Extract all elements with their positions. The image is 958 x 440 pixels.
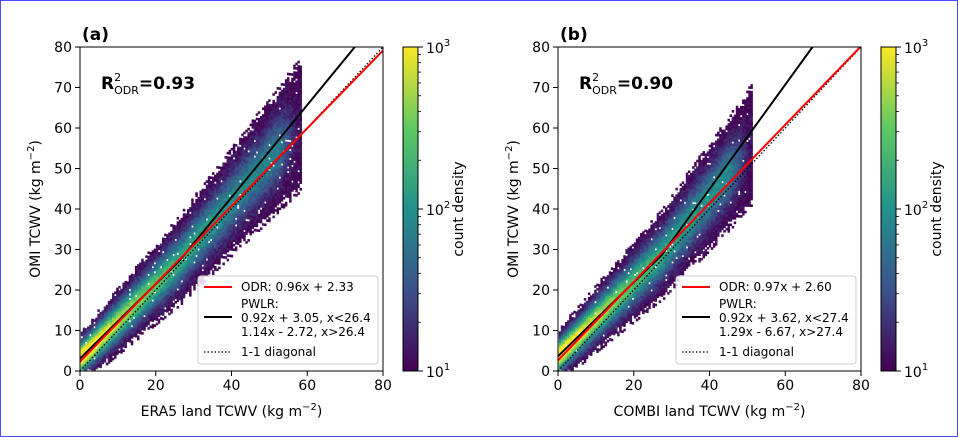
colorbar-tick-label: 102 [426, 200, 450, 219]
colorbar-tick-label: 101 [426, 362, 450, 381]
x-tick-label: 60 [776, 378, 794, 394]
colorbar-tick-label: 102 [904, 200, 928, 219]
colorbar-label: count density [451, 161, 467, 256]
colorbar-gradient [881, 47, 896, 371]
legend-pwlr-line2: 1.14x - 2.72, x>26.4 [241, 325, 365, 339]
panel-label: (a) [82, 25, 109, 45]
colorbar-label: count density [929, 161, 945, 256]
legend: ODR: 0.97x + 2.60 PWLR:0.92x + 3.62, x<27… [676, 276, 856, 364]
x-tick-label: 40 [223, 378, 241, 394]
x-tick-label: 0 [554, 378, 563, 394]
colorbar: 103 102 101 count density [403, 38, 467, 381]
y-tick-label: 0 [541, 364, 550, 380]
colorbar-tick-label: 103 [904, 38, 928, 57]
legend-diagonal-label: 1-1 diagonal [241, 345, 316, 359]
legend-pwlr-title: PWLR: [241, 297, 279, 311]
panel-a: 0 20 40 60 80 0 10 20 30 40 50 60 70 80 ERA5 land TCWV… [26, 25, 467, 420]
y-tick-label: 20 [54, 283, 72, 299]
y-tick-label: 60 [532, 121, 550, 137]
panel-label: (b) [560, 25, 588, 45]
y-tick-label: 80 [54, 40, 72, 56]
panel-b: 0 20 40 60 80 0 10 20 30 40 50 60 70 80 COMBI land TCW… [504, 25, 945, 420]
colorbar-tick-label: 101 [904, 362, 928, 381]
legend-diagonal-label: 1-1 diagonal [719, 345, 794, 359]
colorbar: 103 102 101 count density [881, 38, 945, 381]
x-tick-label: 20 [625, 378, 643, 394]
x-tick-label: 80 [374, 378, 392, 394]
legend-pwlr-line1: 0.92x + 3.62, x<27.4 [719, 311, 849, 325]
y-axis-label: OMI TCWV (kg m−2) [26, 140, 44, 278]
y-tick-label: 30 [532, 243, 550, 259]
y-tick-label: 40 [54, 202, 72, 218]
x-tick-label: 60 [298, 378, 316, 394]
legend-odr-label: ODR: 0.96x + 2.33 [241, 280, 354, 294]
x-tick-label: 20 [147, 378, 165, 394]
legend-pwlr-line2: 1.29x - 6.67, x>27.4 [719, 325, 843, 339]
legend-pwlr-title: PWLR: [719, 297, 757, 311]
legend-pwlr-line1: 0.92x + 3.05, x<26.4 [241, 311, 371, 325]
y-tick-label: 60 [54, 121, 72, 137]
y-tick-label: 40 [532, 202, 550, 218]
legend: ODR: 0.96x + 2.33 PWLR:0.92x + 3.05, x<26… [198, 276, 378, 364]
y-tick-label: 30 [54, 243, 72, 259]
y-tick-label: 20 [532, 283, 550, 299]
y-tick-label: 50 [532, 162, 550, 178]
x-tick-label: 0 [76, 378, 85, 394]
x-tick-label: 80 [852, 378, 870, 394]
y-tick-label: 70 [532, 81, 550, 97]
legend-odr-label: ODR: 0.97x + 2.60 [719, 280, 832, 294]
y-tick-label: 50 [54, 162, 72, 178]
x-axis-label: COMBI land TCWV (kg m−2) [614, 402, 806, 420]
y-tick-label: 10 [532, 324, 550, 340]
y-tick-label: 10 [54, 324, 72, 340]
colorbar-gradient [403, 47, 418, 371]
colorbar-tick-label: 103 [426, 38, 450, 57]
y-tick-label: 80 [532, 40, 550, 56]
y-tick-label: 70 [54, 81, 72, 97]
y-tick-label: 0 [63, 364, 72, 380]
x-axis-label: ERA5 land TCWV (kg m−2) [141, 402, 323, 420]
x-tick-label: 40 [701, 378, 719, 394]
y-axis-label: OMI TCWV (kg m−2) [504, 140, 522, 278]
